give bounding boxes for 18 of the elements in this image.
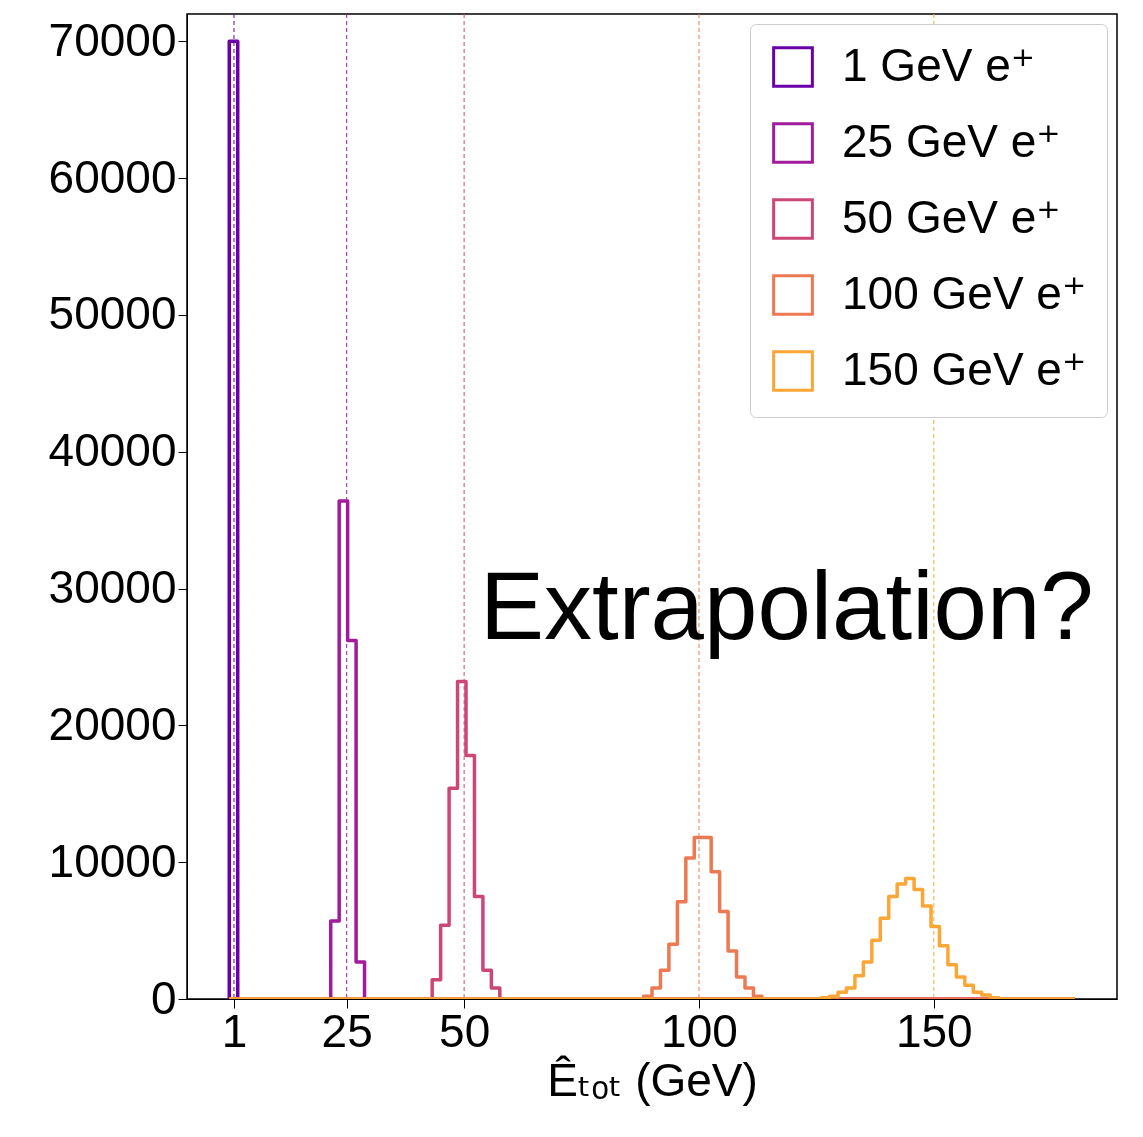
annotation: Extrapolation? — [479, 552, 1094, 660]
x-tick-label: 150 — [895, 1004, 973, 1057]
x-tick-label: 25 — [321, 1004, 373, 1057]
y-tick-label: 50000 — [48, 287, 177, 340]
x-tick-label: 50 — [439, 1004, 491, 1057]
legend-label: 25 GeV e⁺ — [842, 115, 1061, 167]
legend-label: 50 GeV e⁺ — [842, 191, 1061, 243]
y-tick-label: 60000 — [48, 150, 177, 203]
y-tick-label: 10000 — [48, 834, 177, 887]
y-tick-label: 30000 — [48, 561, 177, 614]
y-tick-label: 40000 — [48, 424, 177, 477]
x-tick-label: 1 — [221, 1004, 248, 1057]
legend-label: 100 GeV e⁺ — [842, 267, 1087, 319]
legend-label: 150 GeV e⁺ — [842, 343, 1087, 395]
legend-label: 1 GeV e⁺ — [842, 39, 1036, 91]
y-tick-label: 70000 — [48, 13, 177, 66]
y-tick-label: 0 — [150, 971, 177, 1024]
y-tick-label: 20000 — [48, 697, 177, 750]
